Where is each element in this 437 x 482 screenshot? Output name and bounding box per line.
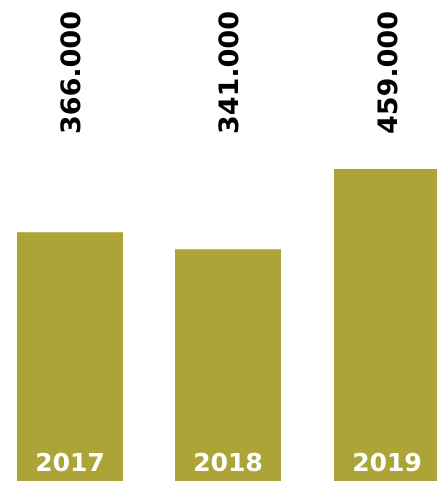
value-label-2017: 366.000 xyxy=(56,11,87,134)
category-label-2018: 2018 xyxy=(193,448,263,477)
bars-group xyxy=(17,169,437,481)
category-label-2017: 2017 xyxy=(35,448,105,477)
bar-2019 xyxy=(334,169,437,481)
category-label-2019: 2019 xyxy=(352,448,422,477)
value-label-2018: 341.000 xyxy=(214,11,245,134)
bar-2017 xyxy=(17,232,123,481)
category-labels-group: 2017 2018 2019 xyxy=(35,448,422,477)
value-labels-group: 366.000 341.000 459.000 xyxy=(56,11,404,134)
value-label-2019: 459.000 xyxy=(373,11,404,134)
bar-2018 xyxy=(175,249,281,481)
